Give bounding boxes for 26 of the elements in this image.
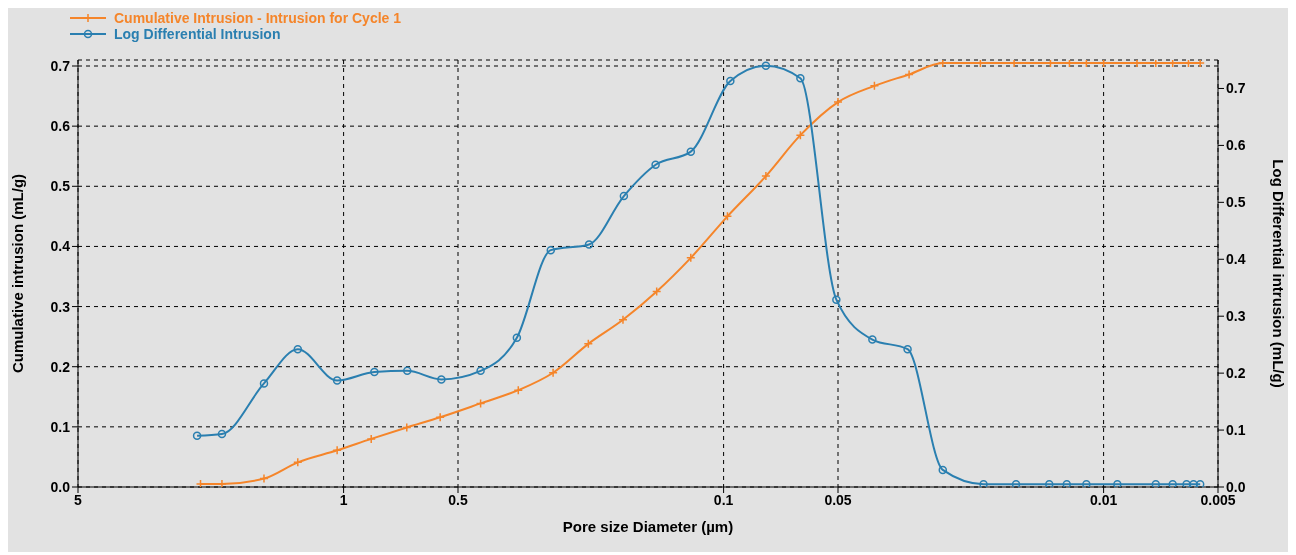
legend-label: Log Differential Intrusion	[114, 26, 281, 42]
y2-tick-label: 0.4	[1226, 251, 1246, 268]
x-tick-label: 1	[339, 491, 348, 508]
y-tick-label: 0.4	[50, 238, 71, 255]
y-tick-label: 0.7	[50, 57, 71, 74]
legend-label: Cumulative Intrusion - Intrusion for Cycle 1	[114, 10, 402, 26]
y2-tick-label: 0.2	[1226, 365, 1246, 382]
y-tick-label: 0.2	[50, 358, 71, 375]
y-tick-label: 0.1	[50, 418, 71, 435]
x-tick-label: 0.05	[824, 491, 852, 508]
y-axis-title: Cumulative intrusion (mL/g)	[9, 173, 27, 374]
y2-tick-label: 0.3	[1226, 308, 1246, 325]
y-tick-label: 0.6	[50, 118, 71, 135]
y-tick-label: 0.5	[50, 178, 71, 195]
y-tick-label: 0.3	[50, 298, 71, 315]
x-tick-label: 0.1	[713, 491, 734, 508]
y2-tick-label: 0.7	[1226, 80, 1246, 97]
y2-tick-label: 0.5	[1226, 194, 1246, 211]
x-axis-title: Pore size Diameter (µm)	[562, 518, 734, 535]
y2-axis-title: Log Differential intrusion (mL/g)	[1269, 159, 1287, 388]
x-tick-label: 0.5	[448, 491, 468, 508]
x-tick-label: 0.01	[1089, 491, 1118, 508]
y2-tick-label: 0.6	[1226, 137, 1246, 154]
y-tick-label: 0.0	[50, 478, 71, 495]
x-tick-label: 5	[74, 491, 83, 508]
y2-tick-label: 0.1	[1226, 422, 1246, 439]
